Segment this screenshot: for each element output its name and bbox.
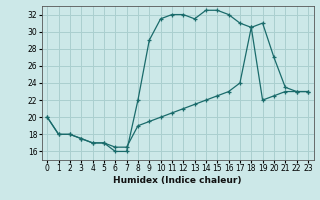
- X-axis label: Humidex (Indice chaleur): Humidex (Indice chaleur): [113, 176, 242, 185]
